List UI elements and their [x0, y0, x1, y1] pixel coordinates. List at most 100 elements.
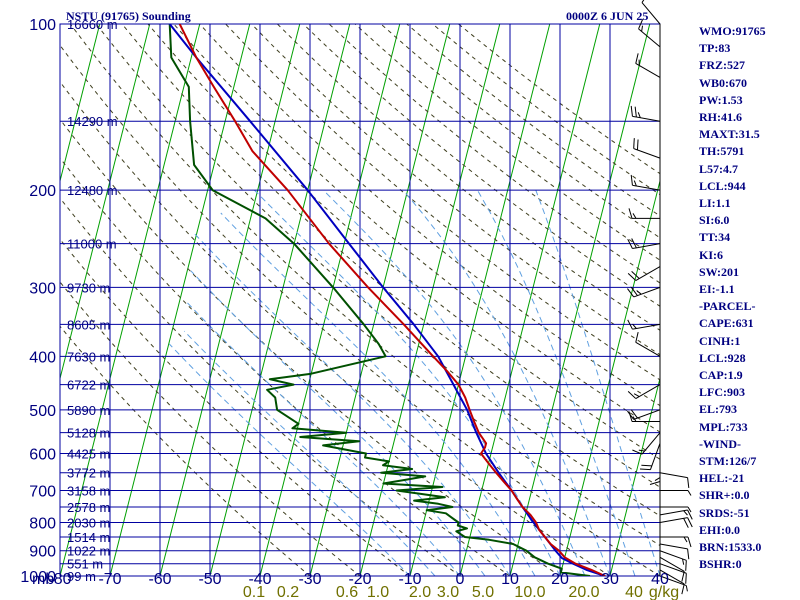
mixing-ratio-label: 0.2	[277, 584, 299, 600]
wind-barb	[627, 319, 661, 330]
height-label: 5128 m	[67, 426, 110, 441]
wind-barb-flag	[631, 270, 640, 279]
index-line: MPL:733	[699, 419, 748, 434]
mixing-ratio-label: 5.0	[472, 584, 494, 600]
wind-barb-flag	[687, 490, 692, 496]
index-line: LI:1.1	[699, 196, 731, 211]
height-label: 1514 m	[67, 530, 110, 545]
wind-barb-flag	[685, 573, 687, 584]
isotherm-line	[509, 24, 651, 576]
index-line: SHR+:0.0	[699, 488, 750, 503]
wind-barb-flag	[683, 536, 688, 543]
index-line: BRN:1533.0	[699, 540, 762, 555]
wind-barb-flag	[633, 138, 635, 149]
wind-barb-flag	[687, 548, 690, 560]
pressure-tick-label: 400	[29, 349, 56, 366]
temperature-tick-label: -80	[48, 571, 71, 588]
wind-barb	[660, 536, 692, 548]
temperature-tick-label: -70	[98, 571, 121, 588]
pressure-unit-label: mb	[32, 571, 54, 588]
wind-barb-flag	[632, 449, 643, 455]
wind-barb	[659, 563, 687, 584]
index-line: -PARCEL-	[699, 299, 756, 314]
index-line: LCL:928	[699, 350, 746, 365]
wind-barb	[660, 506, 692, 513]
wind-barb-flag	[641, 464, 652, 467]
index-line: KI:6	[699, 247, 723, 262]
wind-barb	[635, 332, 661, 357]
pressure-tick-label: 800	[29, 516, 56, 533]
wind-barb-flag	[641, 0, 645, 3]
index-line: -WIND-	[699, 436, 741, 451]
wind-barb	[638, 19, 661, 48]
temperature-tick-label: -40	[248, 571, 271, 588]
isotherm-line	[60, 24, 151, 381]
wind-barb-flag	[685, 560, 687, 571]
mixing-ratio-label: 20.0	[568, 584, 599, 600]
wind-barb-flag	[627, 391, 637, 399]
height-label: 3772 m	[67, 466, 110, 481]
wind-barb-staff	[659, 550, 687, 561]
pressure-tick-label: 1000	[20, 569, 56, 586]
wind-barb-flag	[636, 139, 639, 150]
temperature-tick-label: 40	[651, 571, 669, 588]
wind-barb-flag	[681, 583, 685, 595]
wind-barb-staff	[635, 384, 661, 400]
wind-barb	[627, 409, 661, 420]
wind-barb-staff	[659, 543, 688, 550]
wind-barb-flag	[634, 106, 637, 118]
wind-barb-staff	[649, 443, 661, 470]
mixing-ratio-label: g/kg	[649, 584, 679, 600]
isotherm-lines	[60, 24, 660, 576]
moist-adiabat	[194, 233, 511, 576]
wind-barb	[627, 238, 661, 250]
wind-barb	[630, 174, 661, 191]
wind-barb	[627, 286, 661, 298]
wind-barb	[659, 575, 688, 592]
wind-barb	[659, 472, 690, 489]
wind-barb-staff	[635, 341, 661, 357]
temperature-tick-label: 10	[501, 571, 519, 588]
isotherm-line	[459, 24, 601, 576]
wind-barb-staff	[641, 432, 661, 455]
wind-barb-staff	[638, 28, 661, 48]
height-label: 2578 m	[67, 500, 110, 515]
pressure-tick-label: 700	[29, 483, 56, 500]
wind-barb-flag	[627, 288, 635, 298]
temperature-tick-label: 30	[601, 571, 619, 588]
wind-barb	[635, 53, 661, 78]
height-label: 12480 m	[67, 183, 118, 198]
wind-barb-flag	[687, 536, 692, 548]
index-line: RH:41.6	[699, 110, 742, 125]
index-line: EI:-1.1	[699, 282, 735, 297]
wind-barb-flag	[638, 449, 645, 452]
wind-barb-flag	[627, 319, 633, 330]
wind-barb-flag	[683, 518, 689, 528]
height-label: 9730 m	[67, 280, 110, 295]
index-line: LFC:903	[699, 385, 745, 400]
wind-barb	[659, 517, 693, 528]
wind-barb-staff	[632, 323, 661, 330]
wind-barb-flag	[654, 477, 661, 481]
isotherm-line	[209, 24, 351, 576]
stability-indices-panel: WMO:91765 TP:83 FRZ:527 WB0:670 PW:1.53 RH:41…	[699, 23, 766, 574]
moist-adiabat	[477, 189, 636, 576]
temperature-profile	[178, 24, 606, 576]
wind-barb-flag	[649, 481, 661, 486]
wind-barb-staff	[659, 569, 685, 585]
wind-barb-flag	[631, 238, 637, 249]
pressure-tick-label: 200	[29, 183, 56, 200]
wind-barb-staff	[659, 556, 685, 572]
index-line: SRDS:-51	[699, 505, 750, 520]
height-label: 16660 m	[67, 17, 118, 32]
wind-barb-flag	[635, 53, 639, 64]
index-line: TH:5791	[699, 144, 745, 159]
isotherm-line	[409, 24, 551, 576]
index-line: SW:201	[699, 264, 740, 279]
parcel-trace	[168, 24, 606, 576]
pressure-tick-label: 900	[29, 544, 56, 561]
index-line: WMO:91765	[699, 24, 766, 38]
wind-barb-staff	[633, 286, 661, 298]
wind-barb-flag	[682, 558, 685, 565]
isotherm-line	[60, 24, 101, 184]
